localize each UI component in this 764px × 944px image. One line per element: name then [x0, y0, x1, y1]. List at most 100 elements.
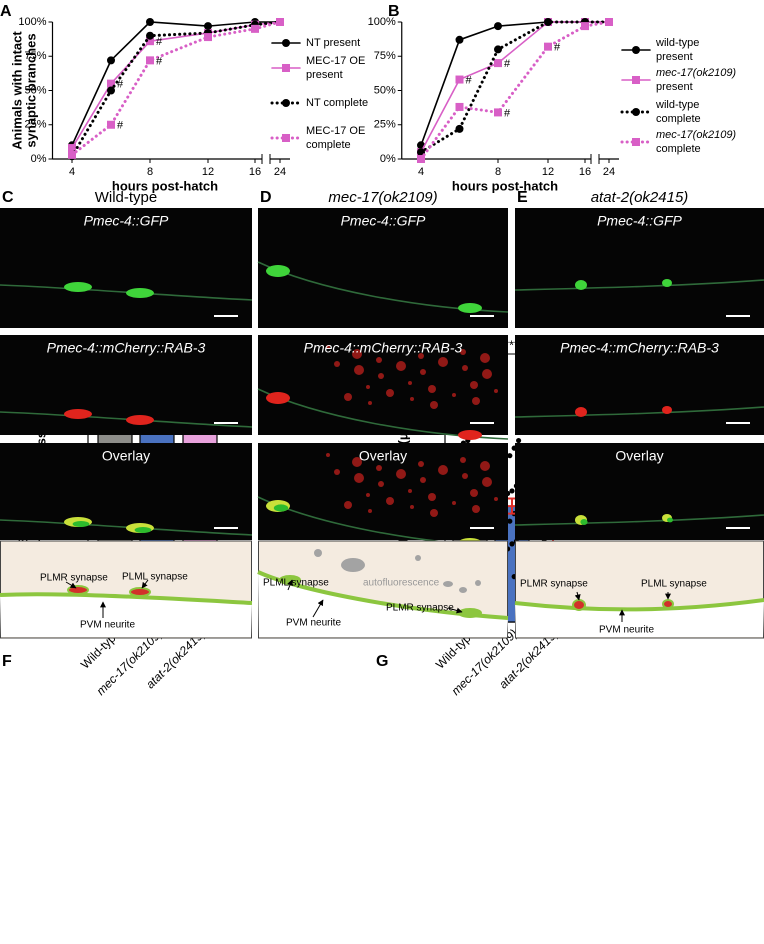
micrograph: [514, 443, 764, 540]
point-label: #: [117, 79, 124, 91]
channel-label: Overlay: [615, 448, 663, 464]
x-tick-label: 4: [69, 166, 75, 178]
channel-label: Pmec-4::GFP: [341, 213, 426, 229]
autofluorescence: [376, 465, 382, 471]
schematic-synapse: [129, 587, 151, 597]
y-tick-label: 0%: [380, 153, 396, 165]
series-line: [420, 21, 610, 153]
synapse: [458, 430, 482, 440]
schematic-synapse: [662, 599, 674, 609]
schematic-label: PLML synapse: [263, 578, 329, 589]
autofluorescence: [410, 505, 414, 509]
autofluorescence: [418, 461, 424, 467]
y-tick-label: 0%: [31, 153, 47, 165]
legend-marker: [282, 99, 290, 107]
legend-label: mec-17(ok2109) complete: [656, 129, 739, 155]
point: [455, 75, 464, 84]
micrograph-bg: [0, 335, 252, 435]
point-label: #: [156, 36, 163, 48]
autofluorescence: [452, 501, 456, 505]
synapse: [266, 265, 290, 277]
synapse-edge: [72, 521, 90, 527]
schematic-neurite: [514, 598, 764, 612]
y-tick-label: 25%: [24, 119, 46, 131]
point: [251, 24, 259, 33]
legend-marker: [632, 108, 640, 116]
autofluorescence: [354, 365, 364, 375]
schematic-lower: [0, 594, 252, 637]
channel-label: Pmec-4::mCherry::RAB-3: [304, 340, 463, 356]
micrograph-bg: [258, 335, 508, 435]
schematic-arrow: [287, 579, 293, 591]
schematic-arrow: [447, 607, 463, 614]
autofluorescence: [480, 461, 490, 471]
autofluorescence: [462, 365, 468, 371]
schematic-label: PVM neurite: [286, 618, 341, 629]
channel-label: Pmec-4::GFP: [84, 213, 169, 229]
micrograph: [0, 443, 253, 540]
x-tick-label: 16: [249, 166, 261, 178]
schematic-synapse: [458, 608, 482, 618]
micrograph-bg: [0, 208, 252, 328]
autofluorescence: [368, 509, 372, 513]
autofluorescence: [470, 381, 478, 389]
autofluorescence: [428, 385, 436, 393]
autofluorescence: [378, 481, 384, 487]
point-label: #: [504, 58, 511, 70]
x-tick-label: 8: [495, 166, 501, 178]
x-tick-label: 12: [202, 166, 214, 178]
autofluorescence: [326, 453, 330, 457]
channel-label: Pmec-4::mCherry::RAB-3: [560, 340, 719, 356]
autofluorescence: [368, 401, 372, 405]
schematic-arrow: [65, 581, 77, 589]
y-tick-label: 100%: [368, 16, 396, 28]
y-axis-label: synaptic branches: [23, 33, 38, 147]
point: [107, 56, 115, 65]
error-bar: [502, 497, 522, 515]
point: [204, 33, 212, 42]
point: [107, 79, 115, 88]
y-tick-label: 25%: [374, 119, 396, 131]
micrograph-bg: [0, 443, 252, 540]
micrograph: [514, 208, 764, 328]
data-point: [507, 453, 513, 459]
autofluorescence: [344, 393, 352, 401]
point-label: #: [554, 42, 561, 54]
autofluorescence: [472, 397, 480, 405]
autofluorescence: [366, 493, 370, 497]
schematic-label: PLMR synapse: [40, 573, 108, 584]
synapse: [64, 282, 92, 292]
autofluorescence: [352, 457, 362, 467]
legend-label: MEC-17 OE present: [306, 55, 368, 81]
synapse: [458, 303, 482, 313]
x-tick-label: 12: [542, 166, 554, 178]
synapse: [575, 407, 587, 417]
point: [417, 155, 425, 163]
synapse: [575, 280, 587, 290]
micrograph: [257, 208, 509, 328]
x-tick-label: 16: [579, 166, 591, 178]
x-tick-label: 4: [418, 166, 424, 178]
y-axis-label: Animals with intact: [9, 31, 24, 150]
point: [146, 37, 154, 46]
schematic-label: PVM neurite: [599, 625, 654, 636]
point: [494, 45, 502, 54]
legend-label: wild-type present: [655, 37, 702, 63]
micrograph-bg: [515, 335, 764, 435]
schematic-autofluorescence: [475, 580, 481, 586]
data-point: [509, 488, 515, 494]
autofluorescence: [326, 345, 330, 349]
legend-label: mec-17(ok2109) present: [656, 67, 739, 93]
panel-label: D: [260, 189, 272, 206]
schematic: [0, 579, 253, 637]
synapse-edge: [667, 517, 673, 523]
synapse-edge: [273, 504, 289, 512]
schematic: [514, 591, 764, 637]
neurite: [0, 284, 253, 301]
legend-label: NT complete: [306, 97, 368, 109]
autofluorescence: [430, 401, 438, 409]
micrograph: [257, 335, 509, 440]
micrograph: [257, 443, 509, 548]
schematic-label: PLMR synapse: [386, 603, 454, 614]
